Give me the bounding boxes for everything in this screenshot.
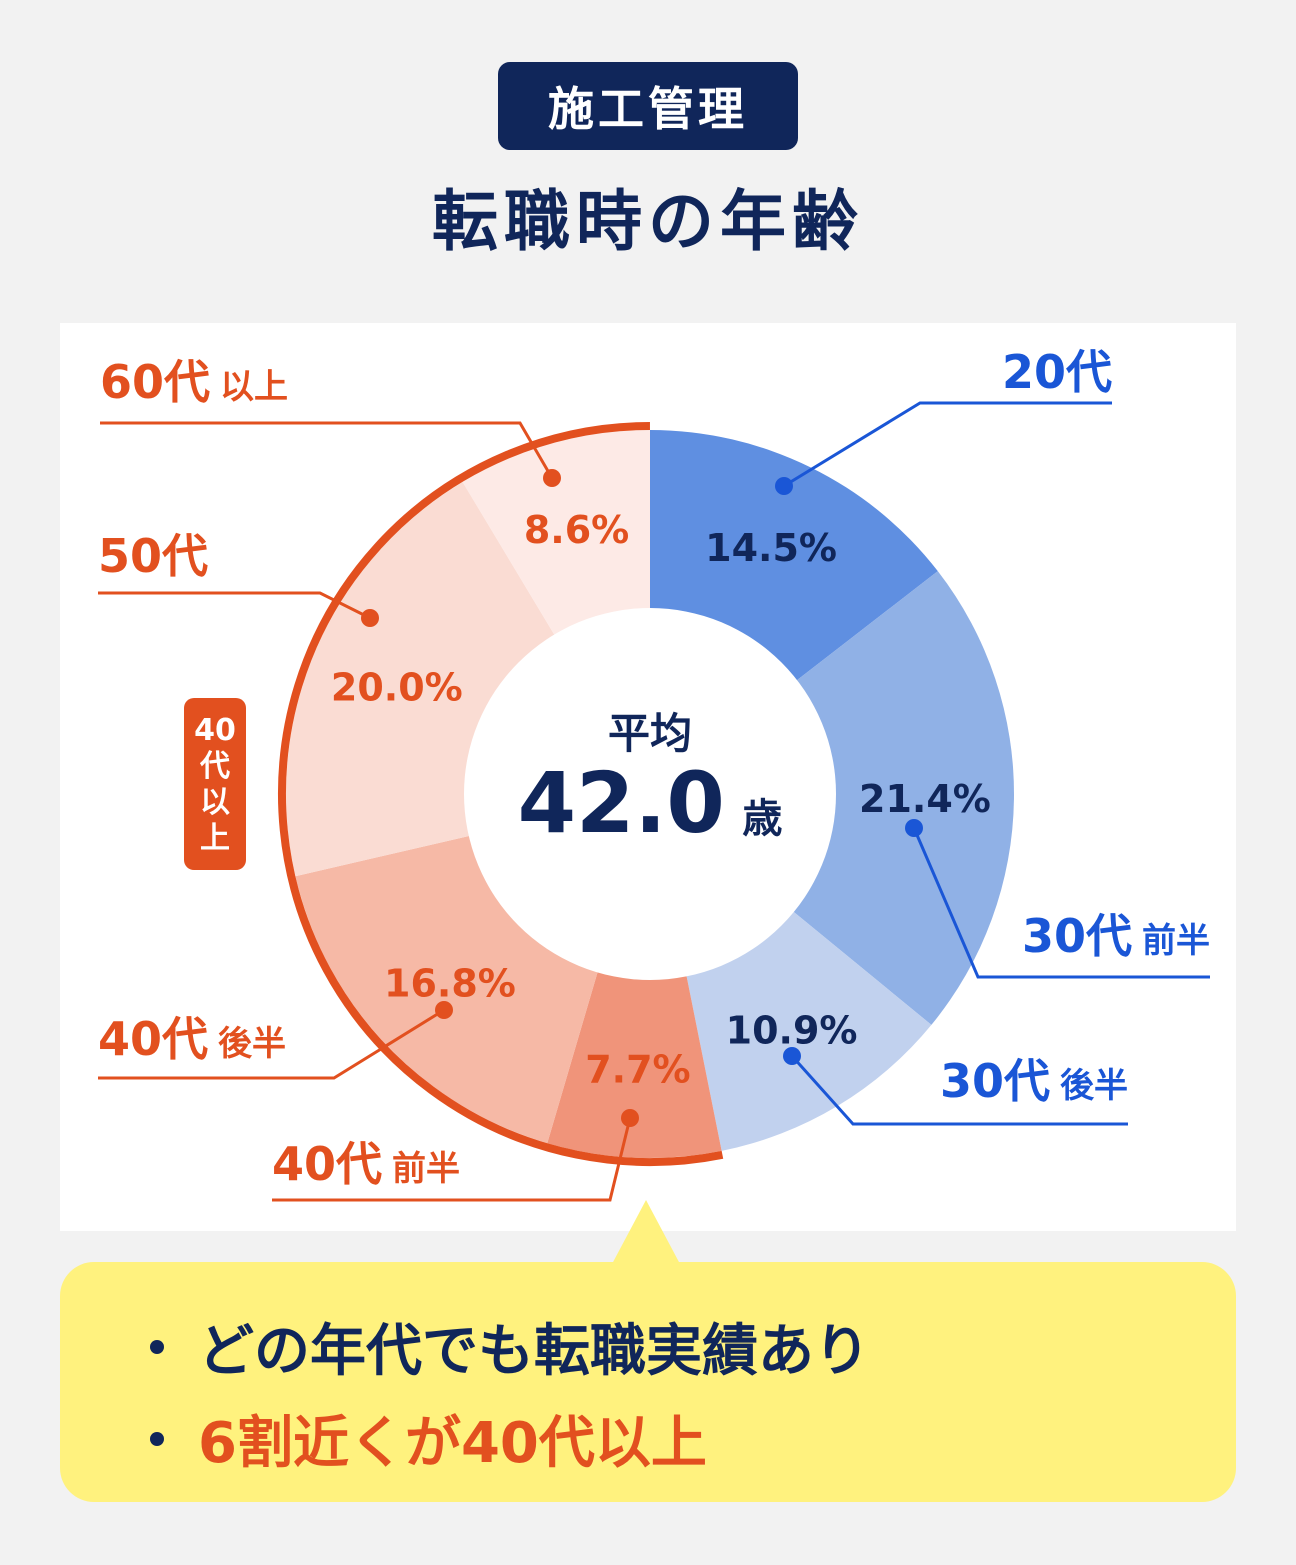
leader-line-5 [98,1008,445,1080]
summary-point-2: 6割近くが40代以上 [150,1398,707,1479]
group-badge: 40 代以上 [184,698,246,870]
category-label-3: 30代 後半 [940,1054,1128,1108]
slice-value-label-1: 14.5% [705,526,837,570]
category-label-1: 20代 [1002,345,1112,399]
center-value-number: 42.0 [518,754,725,852]
category-label-2: 30代 前半 [1022,909,1210,963]
bullet-dot-icon [150,1431,164,1446]
center-label: 平均 [608,709,692,758]
group-arc [278,422,724,1166]
leader-dot-5 [435,1001,453,1019]
leader-dot-3 [783,1047,801,1065]
group-badge-text: 40 代以上 [194,713,236,856]
leader-dot-4 [621,1109,639,1127]
leader-line-7 [100,421,554,479]
leader-line-2 [912,827,1210,979]
slice-value-label-7: 8.6% [524,508,629,552]
summary-point-1: どの年代でも転職実績あり [150,1306,870,1387]
slice-value-label-5: 16.8% [384,962,516,1006]
center-value: 42.0 歳 [518,754,783,852]
leader-dot-2 [905,819,923,837]
category-label-4: 40代 前半 [272,1137,460,1191]
slice-value-label-3: 10.9% [726,1009,858,1053]
bullet-dot-icon [150,1339,164,1354]
donut-hole [464,608,836,980]
category-label-6: 50代 [98,529,208,583]
summary-point-1-text: どの年代でも転職実績あり [198,1319,870,1384]
category-label-5: 40代 後半 [98,1012,286,1066]
leader-dot-7 [543,469,561,487]
category-tag: 施工管理 [498,62,798,150]
donut-chart: 14.5% 21.4% 10.9% 7.7% 16.8% 20.0% 8.6% 20代 30代前… [98,345,1210,1202]
summary-callout [60,1262,1236,1502]
callout-tail [612,1200,680,1264]
summary-point-2-text: 6割近くが40代以上 [198,1411,707,1476]
leader-line-4 [272,1117,632,1202]
category-label-7: 60代 以上 [100,355,288,409]
leader-dot-6 [361,609,379,627]
slice-value-label-2: 21.4% [859,777,991,821]
leader-line-6 [98,591,371,620]
leader-line-3 [790,1054,1128,1126]
slice-value-label-6: 20.0% [331,666,463,710]
leader-line-1 [783,401,1112,488]
page-title: 転職時の年齢 [432,183,864,260]
center-value-unit: 歳 [742,796,782,842]
slice-value-label-4: 7.7% [585,1048,690,1092]
leader-dot-1 [775,477,793,495]
